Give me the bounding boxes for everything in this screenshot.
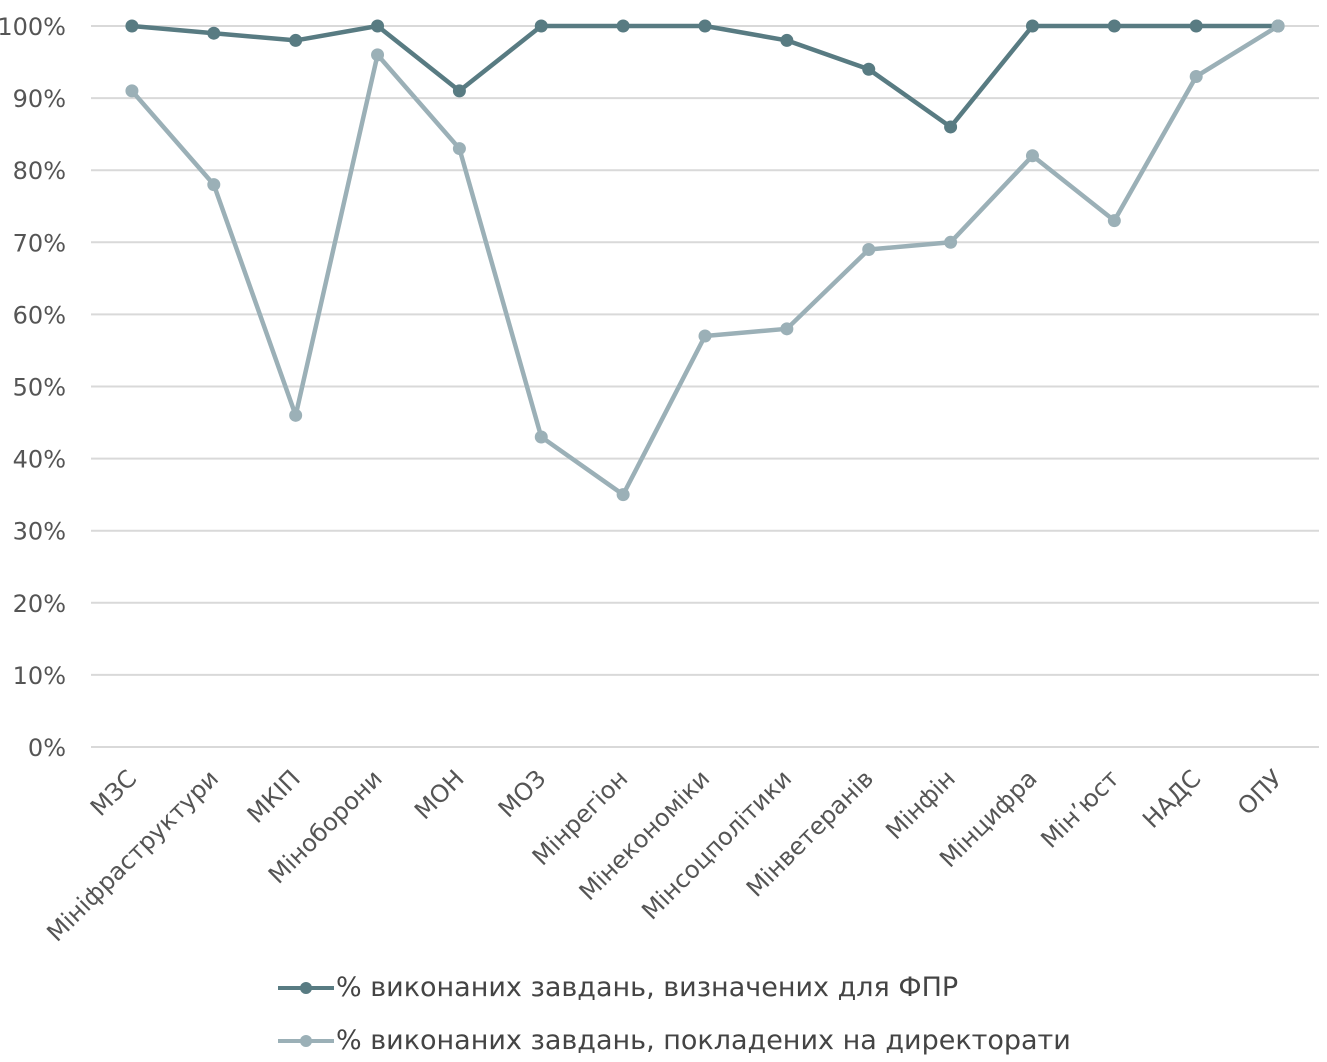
legend-label-series-2: % виконаних завдань, покладених на дирек… [336, 1025, 1071, 1056]
data-point-series-2 [1025, 149, 1039, 163]
y-tick-label: 80% [13, 157, 66, 185]
data-point-series-2 [698, 329, 712, 343]
data-point-series-1 [289, 33, 303, 47]
x-tick-label: ОПУ [1232, 764, 1289, 821]
data-point-series-1 [780, 33, 794, 47]
data-point-series-2 [1271, 19, 1285, 33]
data-point-series-2 [1189, 69, 1203, 83]
data-point-series-1 [534, 19, 548, 33]
series-line-2 [129, 23, 1281, 497]
data-point-series-1 [1107, 19, 1121, 33]
y-tick-label: 100% [0, 13, 66, 41]
legend-item-series-2: % виконаних завдань, покладених на дирек… [278, 1025, 1071, 1056]
series-lines [129, 23, 1281, 497]
x-tick-label: МЗС [85, 764, 142, 821]
data-point-series-1 [616, 19, 630, 33]
y-tick-label: 0% [28, 734, 66, 762]
data-point-series-1 [1025, 19, 1039, 33]
y-tick-label: 90% [13, 85, 66, 113]
data-point-series-1 [698, 19, 712, 33]
data-point-series-1 [371, 19, 385, 33]
data-point-series-2 [616, 488, 630, 502]
data-point-series-2 [1107, 214, 1121, 228]
y-axis-ticks: 0% 10% 20% 30% 40% 50% 60% 70% 80% 90% 100% [0, 13, 66, 762]
data-point-series-2 [534, 430, 548, 444]
y-tick-label: 50% [13, 374, 66, 402]
y-tick-label: 70% [13, 229, 66, 257]
series-points [125, 19, 1285, 502]
data-point-series-2 [944, 235, 958, 249]
y-tick-label: 10% [13, 662, 66, 690]
data-point-series-2 [207, 178, 221, 192]
data-point-series-2 [862, 243, 876, 257]
data-point-series-1 [207, 26, 221, 40]
data-point-series-2 [780, 322, 794, 336]
data-point-series-1 [862, 62, 876, 76]
line-chart: 0% 10% 20% 30% 40% 50% 60% 70% 80% 90% 100% МЗС Мін… [0, 13, 1319, 947]
y-tick-label: 20% [13, 590, 66, 618]
x-tick-label: Мінсоцполітики [636, 764, 797, 925]
x-tick-label: МКІП [242, 764, 306, 828]
gridlines [91, 25, 1319, 748]
data-point-series-1 [944, 120, 958, 134]
data-point-series-1 [125, 19, 139, 33]
data-point-series-2 [125, 84, 139, 98]
data-point-series-2 [371, 48, 385, 62]
x-tick-label: Мін’юст [1035, 764, 1124, 853]
x-tick-label: МОЗ [493, 764, 552, 823]
data-point-series-2 [289, 408, 303, 422]
data-point-series-1 [1189, 19, 1203, 33]
series-line-1 [129, 23, 1281, 130]
legend-marker-series-2 [278, 1034, 334, 1047]
y-tick-label: 40% [13, 446, 66, 474]
x-tick-label: МОН [409, 764, 470, 825]
data-point-series-2 [452, 142, 466, 156]
data-point-series-1 [452, 84, 466, 98]
x-tick-label: НАДС [1137, 764, 1206, 833]
x-tick-label: Мінфін [880, 764, 961, 845]
y-tick-label: 30% [13, 518, 66, 546]
legend-item-series-1: % виконаних завдань, визначених для ФПР [278, 972, 958, 1003]
y-tick-label: 60% [13, 301, 66, 329]
legend-marker-series-1 [278, 981, 334, 994]
legend-label-series-1: % виконаних завдань, визначених для ФПР [336, 972, 959, 1003]
